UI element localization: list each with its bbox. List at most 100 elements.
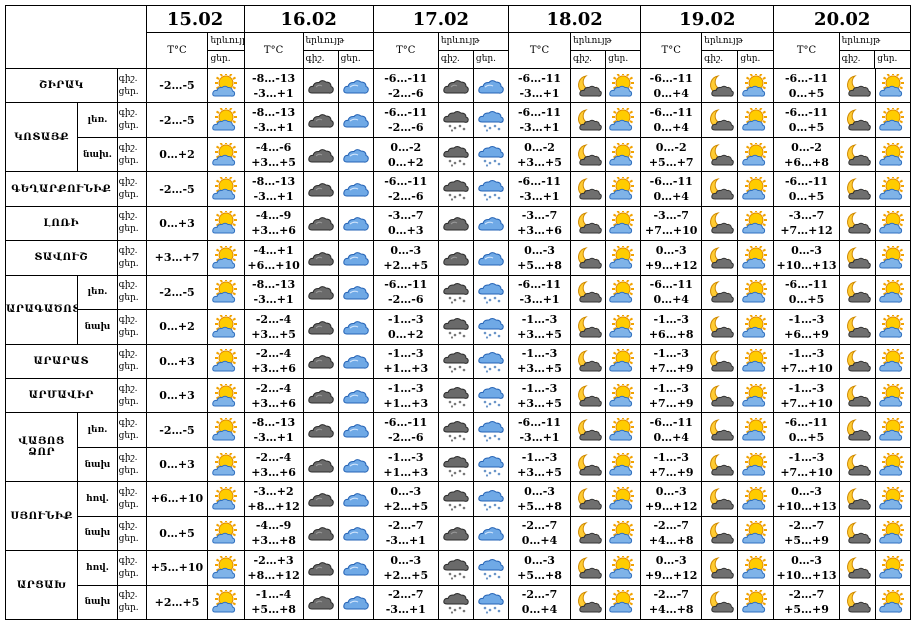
day-weather-icon-cell	[737, 481, 775, 517]
weather-col-header: երևույթ գիշ. ցեր.	[838, 32, 912, 69]
day-label: ցեր.	[118, 499, 139, 510]
temperature-range: -1…-3 +3…+5	[508, 343, 572, 379]
day-temperature: +2…+5	[383, 499, 429, 513]
day-weather-icon-cell	[337, 412, 374, 448]
night-weather-icon-cell	[302, 205, 339, 242]
night-temperature: -4…-9	[255, 209, 292, 223]
temperature-range: -6…-11 -3…+1	[508, 412, 572, 448]
weather-col-header: երևույթ գիշ. ցեր.	[701, 32, 775, 69]
sun-cloud-icon	[609, 590, 635, 613]
night-temperature: -1…-3	[788, 381, 825, 395]
moon-cloud-icon	[847, 315, 871, 338]
sun-cloud-icon	[742, 521, 767, 544]
weather-icon-cell	[207, 274, 245, 311]
cloudy-blue-icon	[342, 286, 369, 300]
temperature-range: 0…+5	[145, 515, 209, 552]
night-weather-icon-cell	[570, 515, 607, 552]
sun-cloud-icon	[609, 452, 635, 476]
night-day-labels: գիշ. ցեր.	[116, 309, 147, 345]
cloudy-blue-icon	[342, 252, 369, 266]
forecast-table-wrapper: 15.0216.0217.0218.0219.0220.02T°Cերևույթ…	[4, 5, 912, 621]
moon-cloud-icon	[847, 453, 871, 476]
day-weather-icon-cell	[337, 550, 374, 586]
cloudy-blue-icon	[478, 79, 504, 94]
sun-cloud-icon	[212, 383, 238, 407]
temperature-range: -3…+2 +8…+12	[243, 481, 304, 517]
temperature-range: +3…+7	[145, 240, 209, 276]
night-weather-icon-cell	[570, 446, 607, 483]
temperature-range: -6…-11 0…+5	[773, 67, 840, 104]
day-temperature: +7…+9	[648, 465, 694, 479]
day-temperature: +10…+13	[776, 499, 837, 513]
day-weather-icon-cell	[472, 412, 510, 448]
temperature-range: 0…+3	[145, 205, 209, 242]
moon-cloud-icon	[709, 419, 734, 441]
night-weather-icon-cell	[701, 446, 739, 483]
moon-cloud-icon	[709, 143, 734, 166]
day-label: ցեր.	[118, 431, 139, 442]
sun-cloud-icon	[212, 314, 238, 338]
day-temperature: +7…+12	[780, 224, 833, 238]
temperature-range: 0…-3 +2…+5	[372, 240, 439, 276]
day-weather-icon-cell	[737, 377, 775, 414]
day-temperature: +1…+3	[383, 362, 429, 376]
day-temperature: -3…+1	[519, 190, 560, 204]
day-temperature: 0…+5	[788, 121, 825, 135]
temperature-range: -4…-9 +3…+6	[243, 205, 304, 242]
region-name: ԱՐՄԱՎԻՐ	[5, 377, 118, 414]
night-temperature: -4…-6	[255, 140, 292, 154]
night-temperature: -6…-11	[384, 278, 428, 292]
night-temperature: -6…-11	[649, 175, 693, 189]
temperature-range: -3…-7 +3…+6	[508, 205, 572, 242]
day-weather-icon-cell	[472, 171, 510, 207]
moon-cloud-icon	[847, 419, 871, 441]
temperature-range: -3…-7 0…+3	[372, 205, 439, 242]
temperature-range: -6…-11 0…+4	[640, 171, 703, 207]
day-temperature: -2…-6	[388, 190, 424, 204]
night-temperature: -8…-13	[252, 106, 296, 120]
night-day-labels: գիշ. ցեր.	[116, 274, 147, 311]
header-sub-row: T°Cերևույթցեր.T°Cերևույթգիշ.ցեր.T°Cերևու…	[6, 32, 912, 69]
moon-cloud-icon	[847, 591, 871, 613]
moon-cloud-icon	[578, 109, 602, 131]
temperature-range: 0…+3	[145, 446, 209, 483]
night-weather-icon-cell	[302, 515, 339, 552]
day-temperature: 0…+4	[653, 86, 689, 100]
night-label: գիշ.	[439, 51, 474, 68]
day-temperature: +3…+6	[251, 362, 296, 376]
night-weather-icon-cell	[302, 102, 339, 138]
temperature-range: -2…-4 +3…+5	[243, 309, 304, 345]
night-weather-icon-cell	[570, 550, 607, 586]
moon-cloud-icon	[709, 453, 734, 476]
night-label: գիշ.	[840, 51, 876, 68]
snow-blue-icon	[478, 386, 504, 408]
header-corner	[5, 5, 147, 69]
night-day-labels: գիշ. ցեր.	[116, 240, 147, 276]
night-temperature: -6…-11	[384, 71, 428, 85]
temperature-range: -6…-11 0…+5	[773, 412, 840, 448]
day-weather-icon-cell	[874, 240, 912, 276]
temp-col-header: T°C	[508, 32, 572, 69]
day-weather-icon-cell	[737, 67, 775, 104]
temperature-range: 0…-2 0…+2	[372, 136, 439, 173]
cloudy-blue-icon	[342, 458, 369, 473]
day-temperature: 0…+4	[653, 431, 689, 445]
night-label: գիշ.	[118, 349, 138, 360]
weather-icon-cell	[207, 343, 245, 379]
temperature-range: 0…-3 +9…+12	[640, 240, 703, 276]
day-weather-icon-cell	[472, 205, 510, 242]
cloudy-dark-icon	[307, 217, 334, 232]
cloudy-dark-icon	[307, 320, 334, 335]
night-temperature: -2…-4	[255, 450, 292, 464]
night-weather-icon-cell	[302, 309, 339, 345]
day-weather-icon-cell	[605, 274, 642, 311]
night-temperature: -1…-3	[521, 450, 558, 464]
day-weather-icon-cell	[874, 515, 912, 552]
sun-cloud-icon	[879, 177, 904, 200]
moon-cloud-icon	[847, 281, 871, 303]
sun-cloud-icon	[212, 177, 238, 200]
night-temperature: -2…-7	[788, 588, 825, 602]
temperature-range: -3…-7 +7…+10	[640, 205, 703, 242]
night-temperature: 0…-2	[791, 140, 822, 154]
day-weather-icon-cell	[472, 136, 510, 173]
